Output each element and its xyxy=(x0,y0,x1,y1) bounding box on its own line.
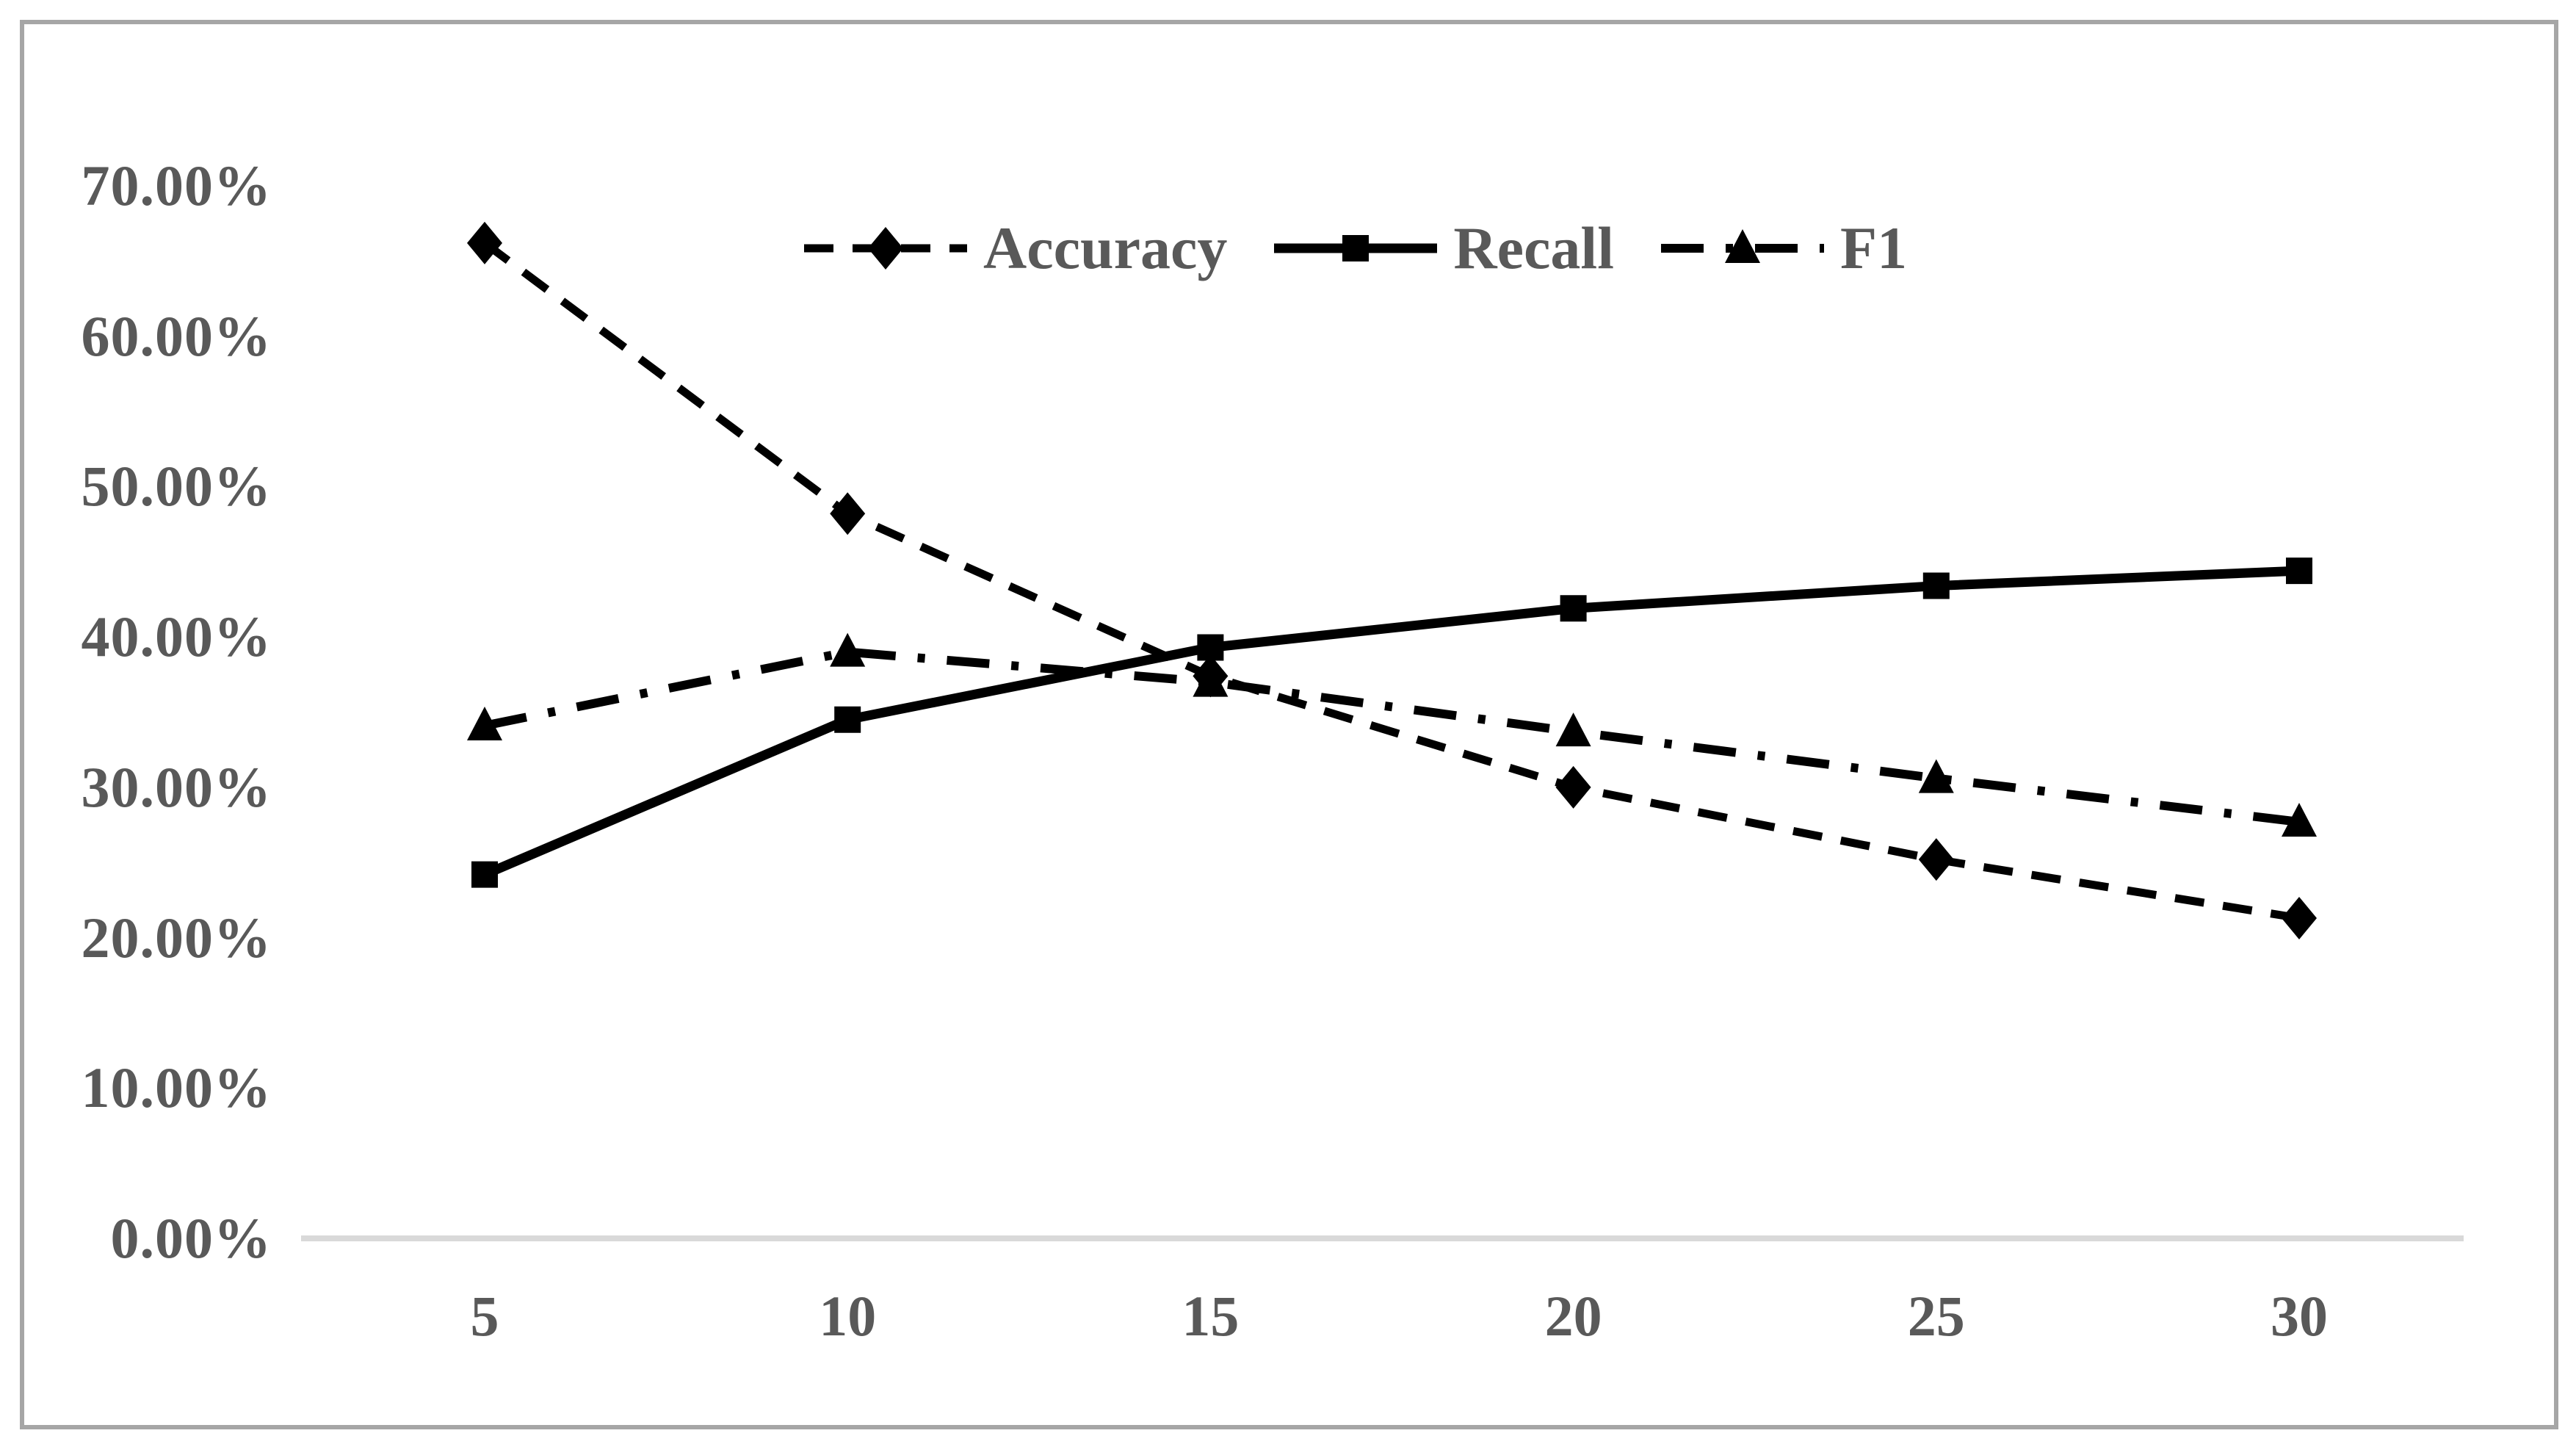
legend-label-f1: F1 xyxy=(1839,214,1908,281)
dashed-diamond-line-icon xyxy=(804,227,967,270)
dashdot-triangle-line-icon xyxy=(1660,229,1824,263)
legend-item-accuracy: Accuracy xyxy=(804,214,1227,282)
legend-item-f1: F1 xyxy=(1660,214,1908,282)
solid-square-line-icon xyxy=(1274,235,1438,261)
legend: Accuracy Recall F1 xyxy=(804,214,1907,282)
chart-border xyxy=(20,20,2558,1429)
legend-label-recall: Recall xyxy=(1453,214,1614,281)
legend-label-accuracy: Accuracy xyxy=(983,214,1228,281)
legend-item-recall: Recall xyxy=(1274,214,1614,282)
